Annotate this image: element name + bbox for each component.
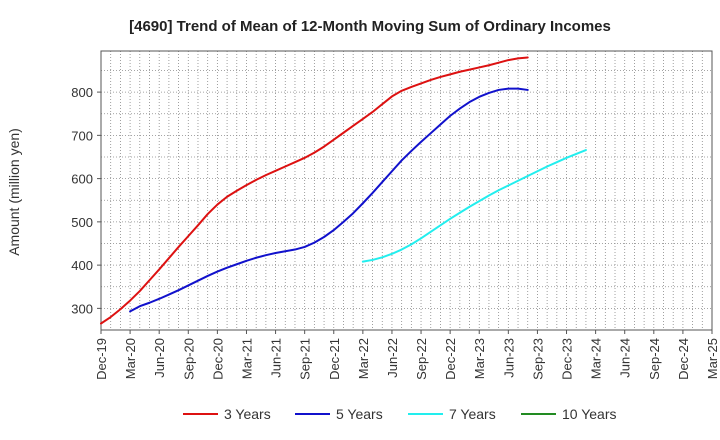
x-tick-label: Mar-23 (472, 338, 487, 379)
x-tick-label: Jun-24 (618, 338, 633, 378)
legend-label: 3 Years (224, 406, 271, 422)
x-tick-label: Sep-22 (414, 338, 429, 380)
chart-title: [4690] Trend of Mean of 12-Month Moving … (129, 18, 611, 35)
y-tick-label: 600 (71, 172, 93, 187)
x-tick-label: Sep-20 (181, 338, 196, 380)
plot-background (101, 51, 712, 330)
y-axis-label: Amount (million yen) (6, 128, 22, 256)
series-line-7-years (361, 149, 587, 263)
legend-label: 10 Years (562, 406, 617, 422)
x-tick-label: Jun-21 (269, 338, 284, 378)
x-tick-label: Sep-23 (530, 338, 545, 380)
x-tick-label: Dec-20 (210, 338, 225, 380)
legend-label: 7 Years (449, 406, 496, 422)
y-tick-label: 300 (71, 301, 93, 316)
x-tick-label: Jun-22 (385, 338, 400, 378)
y-tick-label: 800 (71, 85, 93, 100)
series-line-5-years (129, 87, 529, 313)
x-tick-label: Dec-23 (560, 338, 575, 380)
y-tick-label: 400 (71, 258, 93, 273)
x-tick-label: Mar-24 (589, 338, 604, 379)
x-tick-label: Sep-21 (298, 338, 313, 380)
x-tick-label: Dec-24 (676, 338, 691, 380)
x-tick-label: Jun-20 (152, 338, 167, 378)
x-tick-label: Mar-22 (356, 338, 371, 379)
x-tick-label: Dec-19 (94, 338, 109, 380)
x-tick-label: Mar-21 (239, 338, 254, 379)
legend: 3 Years 5 Years 7 Years 10 Years (183, 406, 617, 422)
x-tick-label: Jun-23 (501, 338, 516, 378)
plot-area: 300 400 500 600 700 800 Dec-19 Mar-20 Jun-20 Sep-… (71, 50, 720, 380)
series-line-3-years (100, 56, 529, 325)
x-tick-label: Mar-25 (705, 338, 720, 379)
x-tick-label: Dec-21 (327, 338, 342, 380)
y-tick-label: 700 (71, 128, 93, 143)
y-tick-label: 500 (71, 215, 93, 230)
plot-frame (100, 50, 713, 331)
x-tick-label: Mar-20 (123, 338, 138, 379)
x-tick-label: Sep-24 (647, 338, 662, 380)
x-tick-label: Dec-22 (443, 338, 458, 380)
legend-label: 5 Years (336, 406, 383, 422)
